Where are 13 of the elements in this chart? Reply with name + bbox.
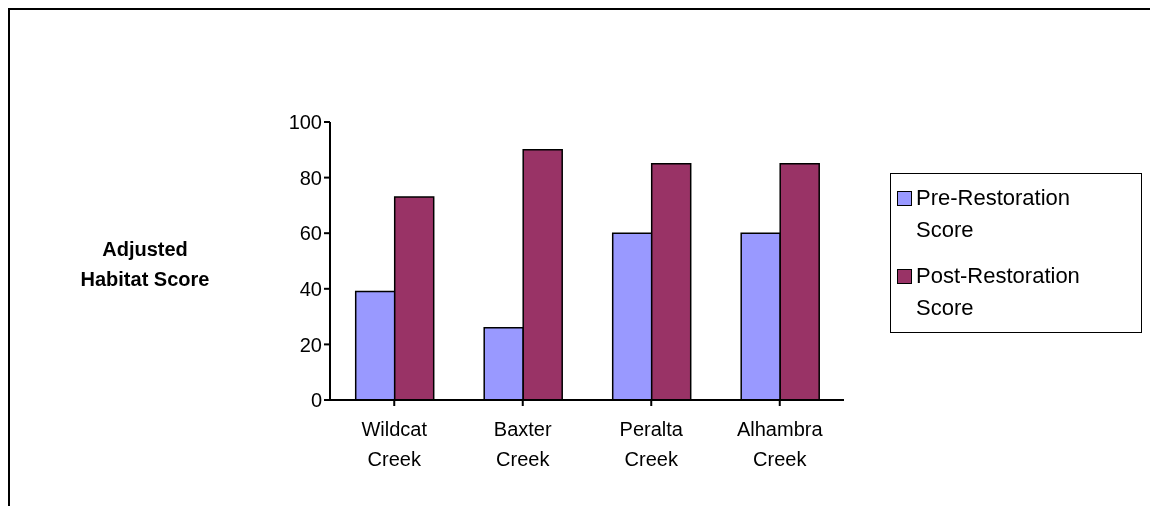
legend-label: Pre-Restoration Score	[916, 184, 1072, 244]
x-tick-label: Baxter Creek	[493, 418, 552, 470]
x-tick-label: Peralta Creek	[619, 418, 684, 470]
y-tick-label: 80	[299, 166, 322, 189]
y-tick-label: 40	[299, 277, 322, 300]
y-tick-label: 60	[299, 222, 322, 245]
x-tick-label: Alhambra Creek	[736, 418, 824, 470]
legend-label: Post-Restoration Score	[916, 262, 1081, 322]
y-axis-title: Adjusted Habitat Score	[79, 237, 211, 292]
y-tick-label: 20	[299, 333, 322, 356]
x-tick-label: Wildcat Creek	[361, 418, 428, 470]
y-tick-label: 0	[310, 389, 322, 412]
y-tick-label: 100	[288, 111, 322, 134]
